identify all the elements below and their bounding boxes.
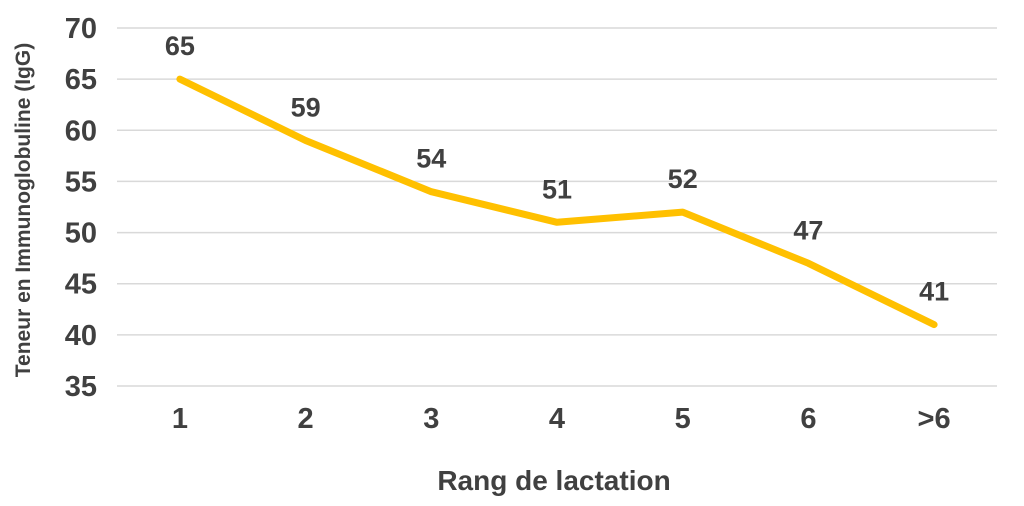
x-tick-label: 3: [423, 403, 439, 435]
x-tick-label: 4: [549, 403, 565, 435]
data-label: 47: [793, 215, 823, 245]
y-tick-label: 45: [65, 269, 97, 301]
y-tick-label: 70: [65, 13, 97, 45]
y-tick-label: 55: [65, 166, 97, 198]
data-label: 52: [668, 164, 698, 194]
data-label: 41: [919, 277, 949, 307]
data-label: 65: [165, 31, 195, 61]
y-tick-label: 65: [65, 64, 97, 96]
x-tick-label: 5: [675, 403, 691, 435]
x-tick-label: 1: [172, 403, 188, 435]
y-tick-label: 50: [65, 218, 97, 250]
x-tick-label: 6: [800, 403, 816, 435]
data-label: 54: [416, 144, 446, 174]
data-label: 51: [542, 174, 572, 204]
data-line-series: [176, 75, 938, 329]
y-tick-label: 35: [65, 371, 97, 403]
x-tick-label: >6: [918, 403, 951, 435]
y-axis-title: Teneur en Immunoglobuline (IgG): [12, 42, 35, 378]
y-tick-label: 40: [65, 320, 97, 352]
data-label: 59: [291, 93, 321, 123]
y-tick-label: 60: [65, 115, 97, 147]
x-axis-title: Rang de lactation: [437, 465, 671, 496]
x-tick-label: 2: [298, 403, 314, 435]
